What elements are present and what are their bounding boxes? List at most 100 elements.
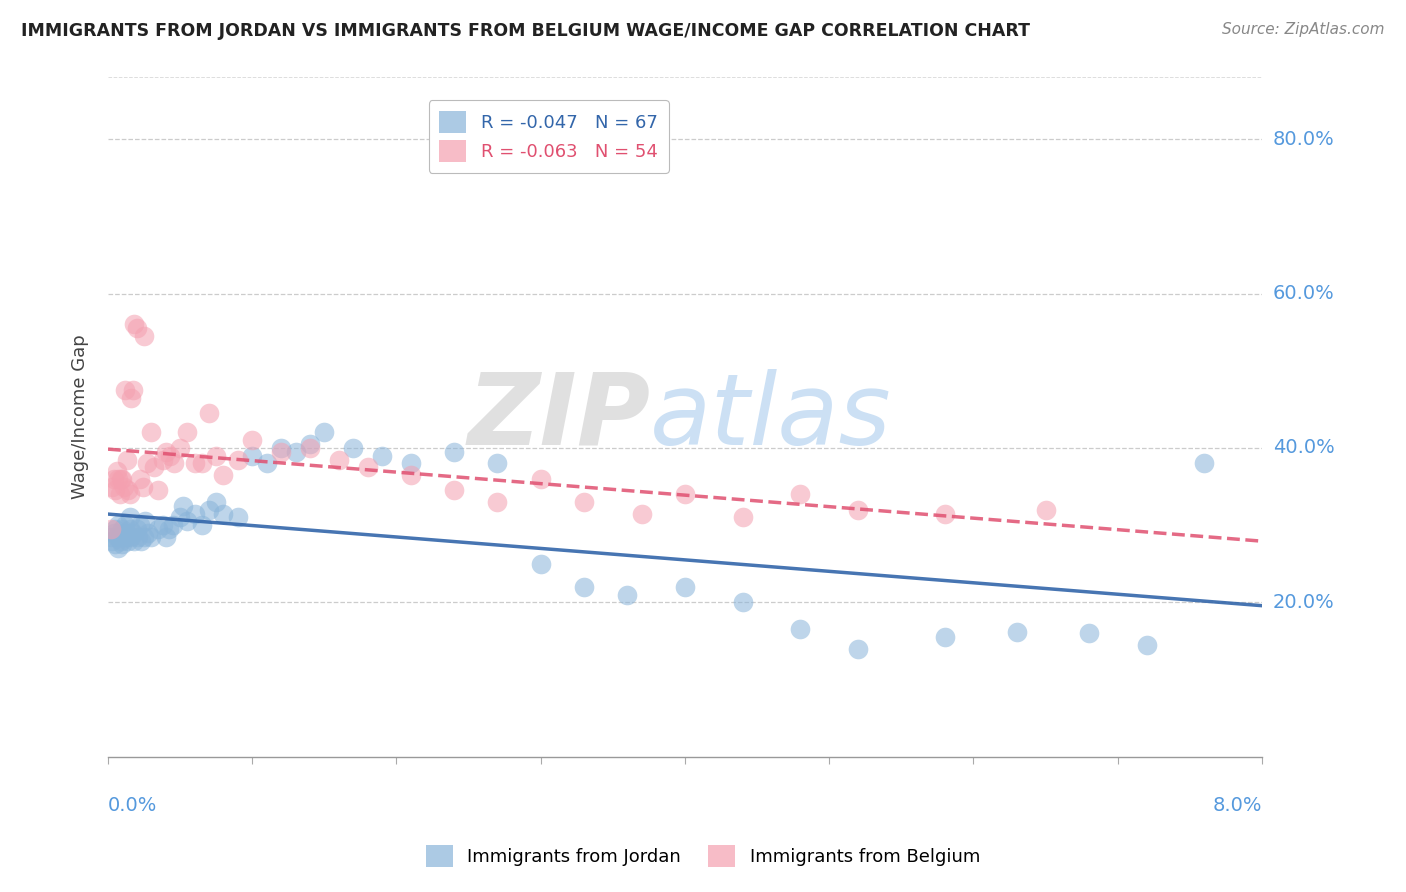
Point bbox=[530, 557, 553, 571]
Text: 80.0%: 80.0% bbox=[1272, 129, 1334, 149]
Text: atlas: atlas bbox=[651, 368, 891, 466]
Point bbox=[104, 537, 127, 551]
Point bbox=[100, 522, 122, 536]
Point bbox=[190, 518, 212, 533]
Point bbox=[226, 452, 249, 467]
Point bbox=[270, 444, 292, 458]
Point bbox=[205, 495, 228, 509]
Point bbox=[134, 514, 156, 528]
Point bbox=[298, 441, 321, 455]
Point bbox=[107, 472, 129, 486]
Point bbox=[148, 483, 170, 498]
Point bbox=[118, 522, 141, 536]
Y-axis label: Wage/Income Gap: Wage/Income Gap bbox=[72, 334, 89, 500]
Point bbox=[105, 464, 128, 478]
Point bbox=[163, 456, 186, 470]
Point bbox=[226, 510, 249, 524]
Point bbox=[118, 510, 141, 524]
Point bbox=[530, 472, 553, 486]
Point bbox=[125, 522, 148, 536]
Point bbox=[117, 483, 139, 498]
Point bbox=[111, 522, 134, 536]
Point bbox=[129, 533, 152, 548]
Point bbox=[127, 530, 149, 544]
Point bbox=[107, 518, 129, 533]
Text: Source: ZipAtlas.com: Source: ZipAtlas.com bbox=[1222, 22, 1385, 37]
Point bbox=[356, 460, 378, 475]
Point bbox=[121, 383, 143, 397]
Point bbox=[314, 425, 336, 440]
Point bbox=[176, 425, 198, 440]
Point bbox=[371, 449, 394, 463]
Point bbox=[198, 406, 221, 420]
Point bbox=[443, 444, 465, 458]
Point bbox=[399, 456, 422, 470]
Point bbox=[169, 510, 191, 524]
Point bbox=[114, 518, 136, 533]
Point bbox=[1005, 624, 1028, 639]
Point bbox=[122, 533, 145, 548]
Point bbox=[159, 449, 181, 463]
Point bbox=[105, 530, 128, 544]
Point bbox=[673, 580, 696, 594]
Point bbox=[132, 530, 155, 544]
Point bbox=[103, 472, 125, 486]
Point bbox=[212, 507, 235, 521]
Point bbox=[240, 449, 263, 463]
Point bbox=[172, 499, 194, 513]
Point bbox=[136, 456, 159, 470]
Point bbox=[115, 530, 138, 544]
Point bbox=[115, 452, 138, 467]
Point bbox=[673, 487, 696, 501]
Point bbox=[789, 487, 811, 501]
Point bbox=[114, 525, 136, 540]
Point bbox=[162, 518, 184, 533]
Point bbox=[205, 449, 228, 463]
Point bbox=[111, 537, 134, 551]
Point bbox=[731, 595, 754, 609]
Point bbox=[789, 623, 811, 637]
Point bbox=[152, 452, 174, 467]
Point bbox=[103, 525, 125, 540]
Point bbox=[152, 518, 174, 533]
Point bbox=[157, 522, 180, 536]
Point bbox=[143, 460, 166, 475]
Point bbox=[256, 456, 278, 470]
Point bbox=[132, 329, 155, 343]
Point bbox=[111, 472, 134, 486]
Point bbox=[118, 487, 141, 501]
Point bbox=[572, 495, 595, 509]
Point bbox=[486, 495, 509, 509]
Text: ZIP: ZIP bbox=[467, 368, 651, 466]
Text: 40.0%: 40.0% bbox=[1272, 439, 1334, 458]
Point bbox=[1035, 502, 1057, 516]
Point bbox=[110, 533, 132, 548]
Point bbox=[270, 441, 292, 455]
Point bbox=[934, 507, 956, 521]
Point bbox=[183, 456, 205, 470]
Point bbox=[120, 391, 142, 405]
Point bbox=[101, 479, 124, 493]
Point bbox=[169, 441, 191, 455]
Point bbox=[128, 472, 150, 486]
Point bbox=[1077, 626, 1099, 640]
Point bbox=[284, 444, 307, 458]
Point bbox=[112, 530, 135, 544]
Point bbox=[183, 507, 205, 521]
Point bbox=[117, 533, 139, 548]
Point bbox=[1135, 638, 1157, 652]
Point bbox=[114, 383, 136, 397]
Point bbox=[486, 456, 509, 470]
Point bbox=[616, 588, 638, 602]
Text: 20.0%: 20.0% bbox=[1272, 593, 1334, 612]
Point bbox=[131, 479, 153, 493]
Point bbox=[443, 483, 465, 498]
Text: 60.0%: 60.0% bbox=[1272, 284, 1334, 303]
Point bbox=[934, 630, 956, 644]
Point bbox=[125, 321, 148, 335]
Point bbox=[100, 530, 122, 544]
Point bbox=[846, 641, 869, 656]
Point bbox=[1192, 456, 1215, 470]
Point bbox=[104, 483, 127, 498]
Point bbox=[148, 522, 170, 536]
